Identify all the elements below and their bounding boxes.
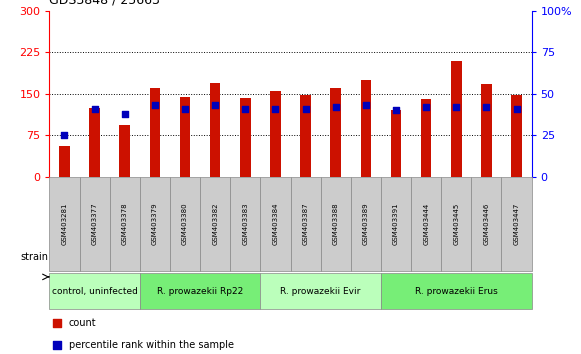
Text: GSM403281: GSM403281	[62, 202, 67, 245]
FancyBboxPatch shape	[140, 273, 260, 309]
FancyBboxPatch shape	[170, 177, 200, 271]
FancyBboxPatch shape	[140, 177, 170, 271]
Point	[52, 321, 61, 326]
FancyBboxPatch shape	[381, 273, 532, 309]
Text: R. prowazekii Evir: R. prowazekii Evir	[281, 287, 361, 296]
Text: GSM403444: GSM403444	[423, 203, 429, 245]
Text: R. prowazekii Rp22: R. prowazekii Rp22	[157, 287, 243, 296]
Text: GSM403388: GSM403388	[333, 202, 339, 245]
FancyBboxPatch shape	[260, 177, 290, 271]
Text: GSM403384: GSM403384	[272, 202, 278, 245]
Text: GSM403389: GSM403389	[363, 202, 369, 245]
FancyBboxPatch shape	[200, 177, 230, 271]
Text: count: count	[69, 318, 96, 329]
Bar	[149, 88, 160, 177]
Point	[421, 104, 431, 110]
Point	[90, 106, 99, 112]
Text: GSM403379: GSM403379	[152, 202, 158, 245]
Point	[52, 342, 61, 348]
Bar	[210, 83, 220, 177]
FancyBboxPatch shape	[80, 177, 110, 271]
Text: GSM403391: GSM403391	[393, 202, 399, 245]
Point	[60, 132, 69, 138]
FancyBboxPatch shape	[290, 177, 321, 271]
Point	[482, 104, 491, 110]
Point	[180, 106, 189, 112]
Bar	[120, 125, 130, 177]
Text: R. prowazekii Erus: R. prowazekii Erus	[415, 287, 498, 296]
Text: GSM403445: GSM403445	[453, 203, 459, 245]
Text: GSM403446: GSM403446	[483, 203, 489, 245]
Text: strain: strain	[21, 252, 49, 262]
Point	[451, 104, 461, 110]
FancyBboxPatch shape	[441, 177, 471, 271]
Text: GSM403377: GSM403377	[92, 202, 98, 245]
Bar	[361, 80, 371, 177]
Point	[120, 111, 130, 116]
Bar	[240, 98, 250, 177]
Text: GSM403387: GSM403387	[303, 202, 309, 245]
FancyBboxPatch shape	[49, 177, 80, 271]
Point	[361, 103, 371, 108]
Point	[331, 104, 340, 110]
FancyBboxPatch shape	[321, 177, 351, 271]
FancyBboxPatch shape	[381, 177, 411, 271]
FancyBboxPatch shape	[230, 177, 260, 271]
Bar	[451, 61, 461, 177]
Text: GSM403382: GSM403382	[212, 202, 218, 245]
Bar	[89, 108, 100, 177]
Point	[210, 103, 220, 108]
FancyBboxPatch shape	[471, 177, 501, 271]
Text: control, uninfected: control, uninfected	[52, 287, 138, 296]
Text: GSM403447: GSM403447	[514, 203, 519, 245]
Bar	[421, 99, 432, 177]
FancyBboxPatch shape	[411, 177, 441, 271]
Text: GDS3848 / 25663: GDS3848 / 25663	[49, 0, 160, 6]
Text: GSM403380: GSM403380	[182, 202, 188, 245]
Bar	[180, 97, 191, 177]
Bar	[331, 88, 341, 177]
Text: percentile rank within the sample: percentile rank within the sample	[69, 339, 234, 350]
FancyBboxPatch shape	[49, 273, 140, 309]
Bar	[300, 96, 311, 177]
Bar	[390, 110, 401, 177]
Point	[301, 106, 310, 112]
Bar	[481, 84, 492, 177]
Bar	[270, 91, 281, 177]
Text: GSM403383: GSM403383	[242, 202, 248, 245]
Point	[392, 108, 401, 113]
Text: GSM403378: GSM403378	[122, 202, 128, 245]
Bar	[59, 147, 70, 177]
Point	[241, 106, 250, 112]
Bar	[511, 95, 522, 177]
FancyBboxPatch shape	[110, 177, 140, 271]
Point	[271, 106, 280, 112]
Point	[150, 103, 160, 108]
Point	[512, 106, 521, 112]
FancyBboxPatch shape	[351, 177, 381, 271]
FancyBboxPatch shape	[501, 177, 532, 271]
FancyBboxPatch shape	[260, 273, 381, 309]
